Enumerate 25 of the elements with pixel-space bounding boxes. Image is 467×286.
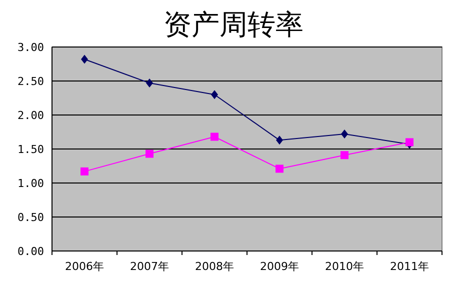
x-tick-label: 2009年 [260,260,299,273]
point [146,150,154,158]
point [340,151,348,160]
x-tick-label: 2010年 [325,260,364,273]
point [276,164,284,173]
point [276,136,283,145]
point [80,167,88,176]
y-tick-label: 2.50 [18,74,44,88]
y-tick-label: 3.00 [18,40,44,54]
chart-title: 资产周转率 [164,8,304,41]
point [341,130,348,139]
x-tick-label: 2006年 [65,260,104,273]
point [146,78,153,88]
y-tick-label: 2.00 [18,108,44,122]
y-tick-label: 0.00 [18,244,44,258]
point [81,54,88,64]
point [406,138,414,146]
x-tick-label: 2008年 [195,260,234,273]
x-tick-label: 2011年 [390,260,429,273]
point [210,132,218,141]
y-tick-label: 0.50 [18,210,44,224]
point [211,90,218,100]
y-tick-label: 1.00 [18,176,44,190]
y-tick-label: 1.50 [18,142,44,156]
x-tick-label: 2007年 [130,260,169,273]
